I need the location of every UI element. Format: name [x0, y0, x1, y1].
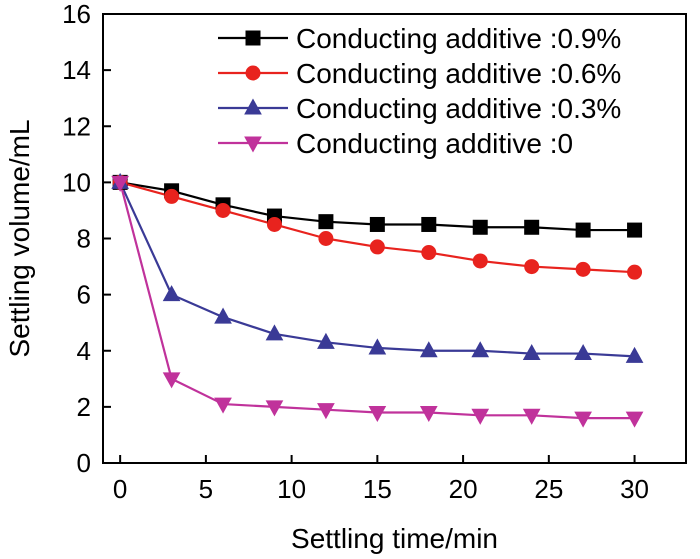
data-point-series-4 [419, 405, 438, 423]
x-tick-label: 30 [620, 474, 649, 504]
data-point-series-4 [574, 411, 592, 428]
x-tick-label: 10 [277, 474, 306, 504]
legend-label: Conducting additive :0.6% [296, 58, 621, 89]
data-point-series-1 [575, 222, 591, 238]
y-tick-label: 8 [77, 224, 91, 254]
data-point-series-3 [522, 344, 541, 361]
x-tick-label: 15 [363, 474, 392, 504]
data-point-series-2 [524, 259, 540, 275]
data-point-series-4 [111, 175, 129, 192]
y-tick-label: 4 [77, 336, 91, 366]
data-point-series-2 [215, 202, 231, 218]
x-tick-label: 5 [199, 474, 213, 504]
data-point-series-3 [214, 307, 232, 324]
y-tick-label: 10 [62, 167, 91, 197]
legend-label: Conducting additive :0.3% [296, 93, 621, 124]
y-tick-label: 6 [77, 280, 91, 310]
data-point-series-2 [369, 239, 385, 255]
data-point-series-1 [318, 214, 334, 230]
legend-marker [244, 98, 262, 115]
data-point-series-2 [627, 264, 643, 280]
data-point-series-2 [318, 231, 334, 246]
legend-marker [245, 30, 261, 46]
y-axis-ticks: 0 2 4 6 8 10 12 14 16 [62, 0, 111, 478]
data-point-series-2 [421, 245, 437, 261]
data-point-series-1 [421, 216, 437, 232]
data-point-series-3 [317, 332, 335, 349]
x-axis-label: Settling time/min [291, 523, 498, 554]
data-point-series-4 [162, 372, 181, 389]
data-point-series-1 [524, 219, 540, 235]
x-tick-label: 25 [534, 474, 563, 504]
data-point-series-3 [162, 285, 181, 302]
legend-marker [245, 65, 261, 81]
data-point-series-2 [472, 253, 488, 269]
legend-marker [244, 136, 262, 153]
data-point-series-2 [575, 261, 591, 277]
data-point-series-4 [471, 408, 490, 425]
x-axis-ticks: 0 5 10 15 20 25 30 [113, 455, 649, 504]
data-point-series-4 [368, 405, 387, 423]
legend: Conducting additive :0.9% Conducting addi… [218, 23, 621, 159]
data-point-series-4 [265, 400, 284, 417]
legend-label: Conducting additive :0 [296, 128, 573, 159]
data-point-series-4 [625, 411, 644, 428]
x-tick-label: 0 [113, 474, 127, 504]
y-tick-label: 16 [62, 0, 91, 29]
data-point-series-4 [317, 403, 335, 420]
data-point-series-4 [214, 397, 232, 414]
data-point-series-1 [369, 216, 385, 232]
data-point-series-3 [574, 344, 592, 361]
y-tick-label: 14 [62, 55, 91, 85]
data-point-series-3 [471, 341, 490, 358]
data-point-series-1 [472, 219, 488, 235]
data-point-series-2 [164, 188, 180, 204]
data-point-series-3 [419, 341, 438, 358]
y-tick-label: 2 [77, 392, 91, 422]
data-point-series-3 [265, 324, 284, 341]
plot-markers [111, 172, 644, 428]
y-tick-label: 0 [77, 448, 91, 478]
series-line-3 [119, 181, 635, 358]
x-tick-label: 20 [449, 474, 478, 504]
legend-label: Conducting additive :0.9% [296, 23, 621, 54]
data-point-series-1 [627, 222, 643, 238]
y-tick-label: 12 [62, 111, 91, 141]
y-axis-label: Settling volume/mL [4, 119, 35, 357]
data-point-series-2 [266, 216, 282, 232]
data-point-series-3 [368, 338, 387, 355]
data-point-series-3 [625, 346, 644, 363]
data-point-series-4 [522, 408, 541, 425]
